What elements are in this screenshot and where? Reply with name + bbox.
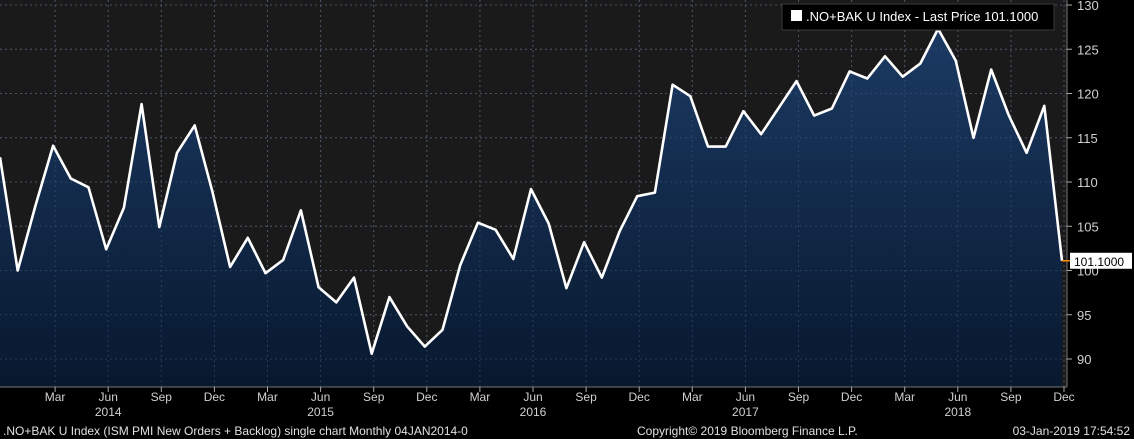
x-tick-label: Sep [575,390,597,404]
x-tick-label: Jun [523,390,542,404]
x-tick-label: Mar [682,390,703,404]
x-tick-label: Sep [1000,390,1022,404]
y-tick-label: 90 [1077,352,1091,367]
legend-box [781,3,1055,31]
x-tick-label: Jun [736,390,755,404]
y-tick-label: 110 [1077,175,1098,190]
footer-description: .NO+BAK U Index (ISM PMI New Orders + Ba… [3,424,468,438]
legend-swatch [791,10,802,21]
x-year-label: 2018 [944,405,971,419]
x-tick-label: Sep [788,390,810,404]
y-tick-label: 120 [1077,87,1099,102]
y-tick-label: 125 [1077,42,1099,57]
x-year-label: 2014 [95,405,122,419]
last-value-box [1070,252,1132,269]
x-tick-label: Mar [45,390,66,404]
x-tick-label: Sep [151,390,173,404]
last-value-label: 101.1000 [1074,255,1124,269]
y-tick-label: 115 [1077,131,1098,146]
legend: .NO+BAK U Index - Last Price 101.1000 [781,3,1055,31]
x-tick-label: Dec [841,390,862,404]
x-tick-label: Sep [363,390,385,404]
x-tick-label: Dec [204,390,225,404]
x-tick-label: Mar [894,390,915,404]
x-tick-label: Mar [257,390,278,404]
last-value-marker: 101.1000 [1062,252,1132,269]
x-year-label: 2016 [520,405,547,419]
series-line [0,27,1064,355]
x-year-label: 2017 [732,405,759,419]
footer-timestamp: 03-Jan-2019 17:54:52 [1012,424,1130,438]
series-area [0,28,1062,388]
x-axis: Mar Jun Sep Dec Mar Jun Sep Dec Mar Jun Sep Dec Mar J… [45,387,1075,419]
footer: .NO+BAK U Index (ISM PMI New Orders + Ba… [0,421,1134,439]
x-tick-label: Jun [99,390,118,404]
x-tick-label: Jun [311,390,330,404]
y-tick-label: 130 [1077,0,1099,13]
x-tick-label: Dec [1053,390,1074,404]
x-tick-label: Mar [470,390,491,404]
footer-copyright: Copyright© 2019 Bloomberg Finance L.P. [637,424,858,438]
x-tick-label: Dec [416,390,437,404]
x-tick-label: Jun [948,390,967,404]
legend-entry: .NO+BAK U Index - Last Price 101.1000 [806,9,1038,24]
x-year-label: 2015 [307,405,334,419]
y-tick-label: 105 [1077,219,1099,234]
x-tick-label: Dec [629,390,650,404]
y-tick-label: 95 [1077,308,1091,323]
